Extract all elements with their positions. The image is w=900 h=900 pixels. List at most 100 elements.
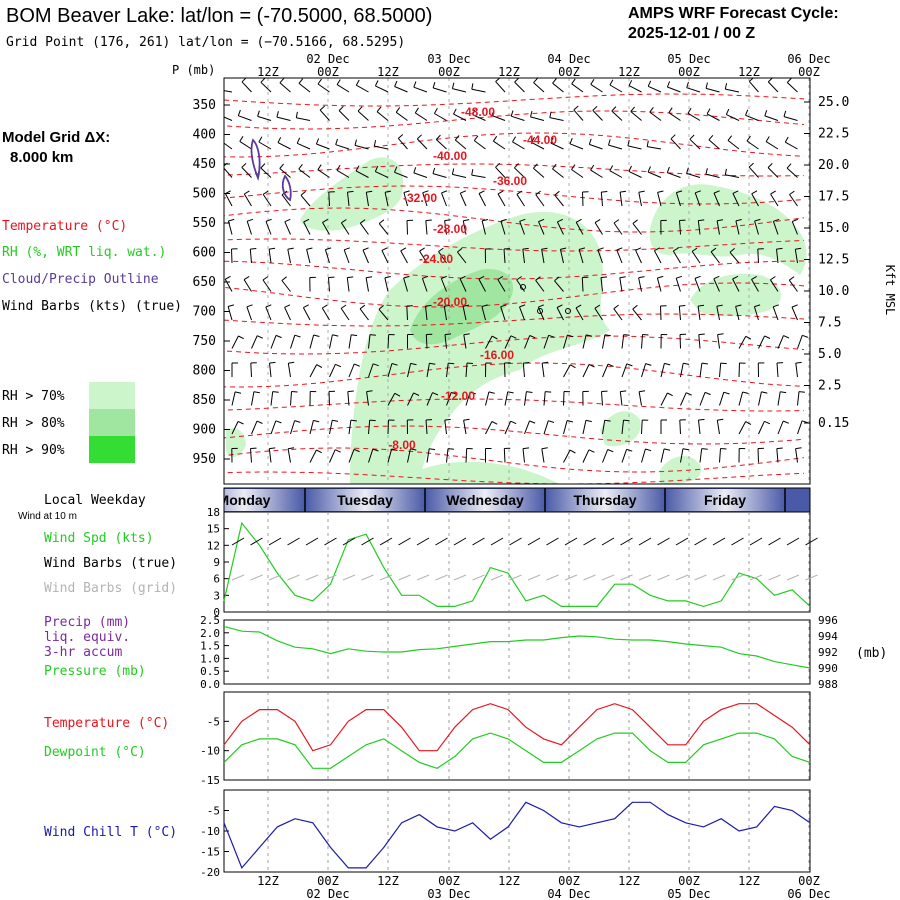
wind-barb-flag bbox=[332, 419, 339, 422]
pressure-ytick-right: 994 bbox=[818, 630, 838, 643]
wind-barb bbox=[400, 250, 408, 264]
hour-label-top: 00Z bbox=[678, 65, 700, 79]
isotherm-label: -16.00 bbox=[480, 348, 514, 362]
wind-barb bbox=[524, 335, 531, 349]
surface-wind-barb-true bbox=[546, 537, 559, 546]
wind-barb-flag bbox=[347, 390, 354, 393]
wind-barb-flag bbox=[786, 163, 792, 169]
wind-barb bbox=[453, 113, 467, 121]
wind-barb-flag bbox=[764, 110, 768, 117]
wind-barb-flag bbox=[247, 218, 254, 222]
pressure-tick: 350 bbox=[193, 98, 216, 113]
wind-barb bbox=[530, 116, 545, 121]
wind-barb bbox=[440, 278, 447, 292]
wind-barb bbox=[556, 221, 564, 235]
wind-barb bbox=[238, 115, 252, 121]
surface-wind-barb-grid bbox=[638, 574, 652, 581]
temperature-panel: -5 -10 -15 bbox=[200, 691, 811, 787]
wind-barb-flag bbox=[548, 334, 555, 338]
wind-barb-flag bbox=[695, 190, 701, 194]
wind-barb bbox=[797, 420, 803, 435]
wind-barb-flag bbox=[359, 219, 366, 224]
wind-barb-flag bbox=[366, 276, 373, 279]
wind-barb-flag bbox=[649, 107, 654, 113]
surface-wind-barb-grid bbox=[324, 574, 337, 581]
wind-barb-flag bbox=[239, 136, 244, 142]
wind-barb bbox=[735, 220, 740, 235]
wind-barb bbox=[500, 220, 506, 235]
wind-barb bbox=[524, 420, 530, 435]
wind-barb-flag bbox=[698, 333, 705, 336]
wind-barb bbox=[609, 170, 623, 178]
wind-barb bbox=[302, 307, 311, 321]
wind-barb-flag bbox=[630, 106, 635, 112]
wind-barb-flag bbox=[592, 105, 598, 111]
wind-barb-flag bbox=[635, 247, 642, 251]
wind-barb bbox=[441, 192, 447, 207]
wind-barb-flag bbox=[626, 363, 633, 367]
wind-barb-flag bbox=[253, 391, 260, 394]
weekday-cell bbox=[425, 489, 545, 511]
wind-barb-flag bbox=[422, 275, 429, 279]
wind-barb bbox=[777, 391, 781, 406]
weekday-bar: Monday Tuesday Wednesday Thursday Friday bbox=[223, 487, 811, 513]
wind-barb bbox=[243, 193, 252, 207]
wind-barb bbox=[224, 116, 233, 121]
wind-barb-flag bbox=[447, 448, 454, 450]
wind-barb bbox=[687, 112, 701, 121]
wind-barb-flag bbox=[616, 247, 623, 251]
wind-barb bbox=[791, 306, 798, 321]
wind-barb bbox=[403, 192, 408, 207]
wind-barb bbox=[251, 335, 258, 349]
wind-barb bbox=[340, 308, 350, 321]
upper-wind-barbs bbox=[224, 78, 809, 463]
surface-wind-barb-true bbox=[509, 537, 522, 546]
wind-barb-flag bbox=[432, 392, 439, 396]
wind-barb-flag bbox=[795, 447, 802, 450]
wind-barb bbox=[694, 278, 701, 292]
wind-barb bbox=[578, 249, 584, 264]
wind-barb bbox=[719, 392, 725, 406]
wind-barb bbox=[535, 194, 545, 207]
rh70-region bbox=[660, 455, 701, 484]
wind-barb-flag bbox=[500, 218, 507, 222]
wind-barb bbox=[797, 335, 803, 349]
wind-barb bbox=[563, 391, 565, 406]
wind-barb bbox=[298, 168, 311, 178]
wind-barb bbox=[241, 81, 252, 93]
wind-barb bbox=[260, 81, 272, 93]
surface-wind-barb-true bbox=[361, 537, 374, 546]
wind-barb bbox=[776, 362, 779, 378]
wind-barb-flag bbox=[609, 79, 614, 86]
wind-barb-flag bbox=[608, 139, 611, 146]
wind-barb-flag bbox=[538, 218, 545, 223]
chill-ytick: -10 bbox=[200, 825, 220, 838]
wind-barb bbox=[621, 449, 628, 463]
isotherm-label: -24.00 bbox=[419, 252, 453, 266]
wind-barb-flag bbox=[570, 364, 576, 369]
cloud-outline bbox=[250, 138, 571, 314]
wind-barb bbox=[359, 308, 369, 321]
wind-ytick: 9 bbox=[213, 556, 220, 569]
isotherm-line bbox=[224, 185, 805, 205]
wind-barb-flag bbox=[296, 137, 301, 144]
wind-barb bbox=[497, 193, 506, 207]
wind-barb bbox=[675, 278, 681, 292]
wind-barb-flag bbox=[666, 81, 671, 88]
wind-barb-flag bbox=[529, 335, 536, 339]
wind-barb bbox=[535, 279, 545, 292]
wind-barb bbox=[279, 168, 291, 178]
surface-wind-barb-true bbox=[490, 537, 504, 546]
wind-barb-flag bbox=[516, 276, 522, 281]
surface-wind-barb-true bbox=[712, 537, 726, 546]
wind-barb-flag bbox=[604, 334, 611, 337]
wind-barb bbox=[748, 81, 759, 93]
wind-barb bbox=[621, 334, 625, 349]
wind-barb-flag bbox=[279, 78, 285, 84]
wind-barb-flag bbox=[745, 335, 752, 340]
wind-barb bbox=[387, 363, 393, 378]
wind-barb-flag bbox=[770, 190, 776, 195]
wind-barb-flag bbox=[786, 78, 792, 83]
date-label-top: 06 Dec bbox=[787, 52, 830, 66]
surface-wind-barb-grid bbox=[231, 574, 245, 581]
